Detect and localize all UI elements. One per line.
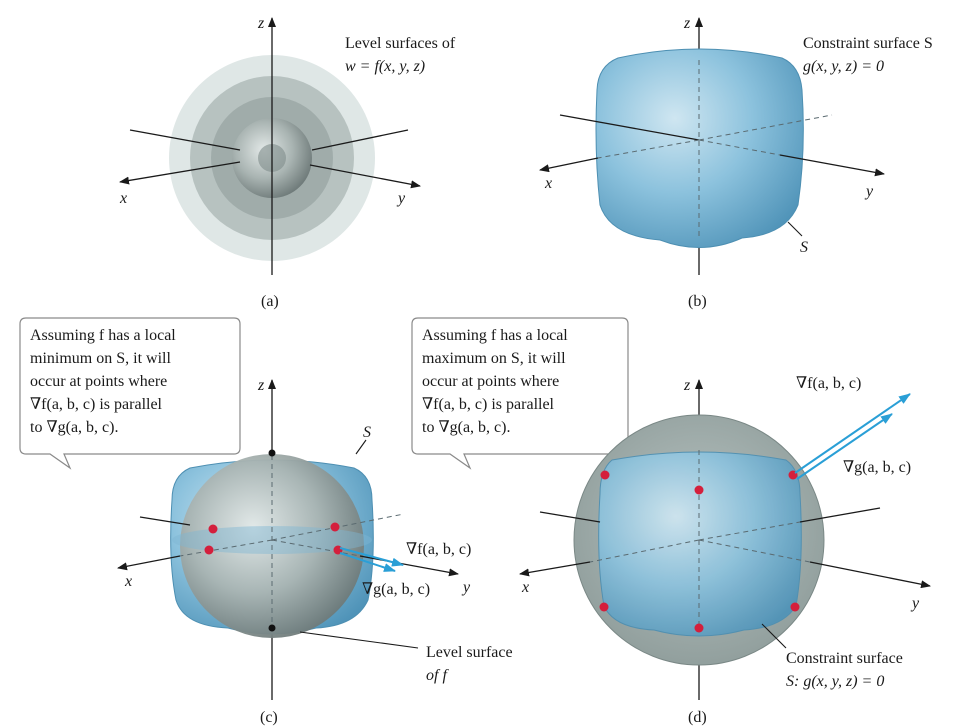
note-d-line5: to ∇g(a, b, c). (422, 419, 510, 436)
y-axis-back-a (311, 129, 409, 151)
surface-tag-leader-c (355, 439, 367, 455)
y-label-b: y (864, 183, 874, 200)
panel-label-b: (b) (688, 293, 707, 310)
x-axis-d (519, 561, 591, 577)
y-axis-hidden-back-d (698, 521, 801, 541)
x-axis-b (539, 157, 599, 173)
x-axis-a (119, 161, 241, 185)
y-label-a: y (396, 190, 406, 207)
grad-g-arrow-c (339, 552, 396, 572)
x-label-a: x (119, 190, 127, 207)
point-c-1 (208, 524, 218, 534)
note-c-line3: occur at points where (30, 373, 167, 390)
x-label-d: x (521, 579, 529, 596)
surface-tag-b: S (800, 239, 808, 256)
y-axis-hidden-c (271, 539, 361, 557)
x-axis-hidden-b (597, 139, 700, 159)
y-axis-back-b (698, 114, 833, 141)
callout-box-d (411, 317, 629, 470)
point-c-2 (330, 522, 340, 532)
point-top-c (268, 449, 276, 457)
panel-b: z x y S Constraint surface S g(x, y, z) … (539, 15, 933, 310)
y-label-d: y (910, 595, 920, 612)
x-axis-back-d (539, 511, 601, 523)
level-leader-c (299, 631, 419, 649)
note-c-line4: ∇f(a, b, c) is parallel (30, 396, 163, 413)
note-c-line5: to ∇g(a, b, c). (30, 419, 118, 436)
grad-f-label-d: ∇f(a, b, c) (796, 375, 861, 392)
x-axis-c (117, 555, 181, 571)
grad-g-label-c: ∇g(a, b, c) (362, 581, 430, 598)
point-d-5 (694, 623, 704, 633)
grad-f-arrow-c (339, 547, 404, 567)
y-axis-b (779, 154, 885, 177)
caption-b-line2: g(x, y, z) = 0 (803, 58, 884, 75)
note-c: Assuming f has a local minimum on S, it … (30, 327, 180, 436)
x-axis-back-a (129, 129, 241, 151)
point-c-3 (204, 545, 214, 555)
point-d-6 (790, 602, 800, 612)
caption-b-line1: Constraint surface S (803, 35, 933, 52)
x-label-c: x (124, 573, 132, 590)
x-label-b: x (544, 175, 552, 192)
note-c-line1: Assuming f has a local (30, 327, 176, 344)
panel-c: Assuming f has a local minimum on S, it … (19, 317, 513, 726)
point-d-4 (599, 602, 609, 612)
z-label-b: z (683, 15, 691, 32)
panel-d: Assuming f has a local maximum on S, it … (411, 317, 931, 726)
panel-label-c: (c) (260, 709, 278, 726)
y-axis-d (809, 561, 931, 589)
point-d-2 (694, 485, 704, 495)
level-label-c-line1: Level surface (426, 644, 513, 661)
grad-f-arrow-d (794, 393, 911, 474)
note-d-line4: ∇f(a, b, c) is parallel (422, 396, 555, 413)
constraint-label-d-line2: S: g(x, y, z) = 0 (786, 673, 884, 690)
panel-label-a: (a) (261, 293, 279, 310)
caption-a-line1: Level surfaces of (345, 35, 456, 52)
grad-f-label-c: ∇f(a, b, c) (406, 541, 471, 558)
y-label-c: y (461, 579, 471, 596)
callout-box-c (19, 317, 241, 470)
x-axis-hidden-c (179, 539, 273, 557)
note-c-line2: minimum on S, it will (30, 350, 171, 367)
y-axis-hidden-b (698, 139, 781, 156)
panel-label-d: (d) (688, 709, 707, 726)
x-axis-back-b (559, 114, 700, 141)
y-axis-c (359, 555, 459, 577)
y-axis-hidden-d (698, 539, 811, 563)
x-axis-hidden-d (589, 539, 700, 563)
surface-tag-c: S (363, 424, 371, 441)
constraint-surface-d (598, 451, 802, 637)
level-label-c-line2: of f (426, 667, 449, 684)
z-label-d: z (683, 377, 691, 394)
grad-g-label-d: ∇g(a, b, c) (843, 459, 911, 476)
note-d: Assuming f has a local maximum on S, it … (422, 327, 572, 436)
y-axis-a (309, 164, 421, 189)
z-label-a: z (257, 15, 265, 32)
constraint-leader-d (761, 623, 787, 649)
caption-a-line2: w = f(x, y, z) (345, 58, 425, 75)
point-bottom-c (268, 624, 276, 632)
point-d-1 (600, 470, 610, 480)
constraint-surface-b (595, 48, 804, 248)
y-axis-back-d (799, 507, 881, 523)
note-d-line2: maximum on S, it will (422, 350, 566, 367)
x-axis-back-c (139, 516, 191, 526)
surface-tag-leader-b (787, 221, 803, 237)
constraint-label-d-line1: Constraint surface (786, 650, 903, 667)
z-label-c: z (257, 377, 265, 394)
note-d-line1: Assuming f has a local (422, 327, 568, 344)
grad-g-arrow-d (796, 413, 893, 480)
panel-a: z x y Level surfaces of w = f(x, y, z) (… (119, 15, 456, 310)
note-d-line3: occur at points where (422, 373, 559, 390)
